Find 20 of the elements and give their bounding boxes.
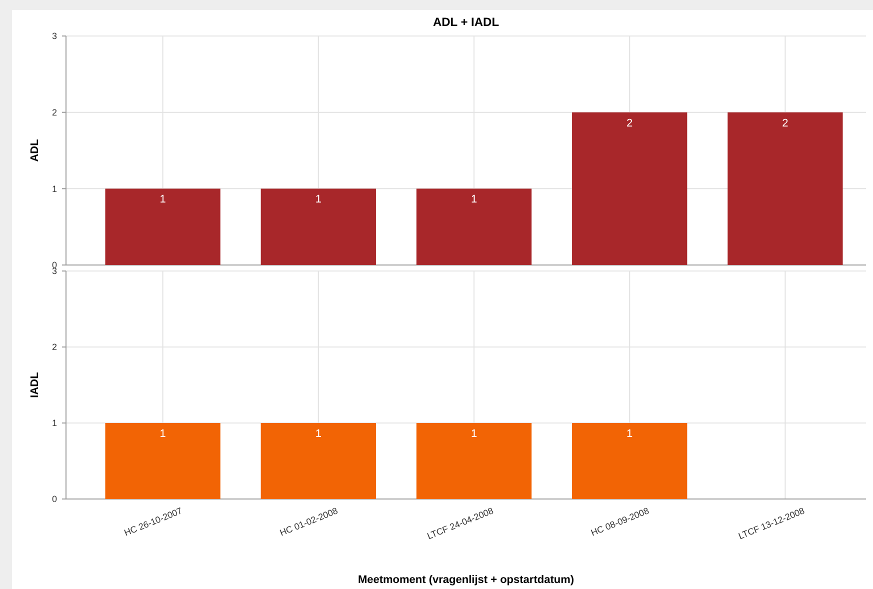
data-label: 1	[470, 194, 478, 206]
y-tick-label: 2	[52, 342, 57, 352]
data-label: 1	[626, 428, 633, 440]
y-tick-label: 1	[52, 418, 57, 428]
data-label: 1	[160, 194, 166, 206]
data-label: 2	[782, 117, 788, 130]
y-axis-title: IADL	[29, 372, 41, 398]
y-tick-label: 1	[52, 184, 57, 194]
y-tick-label: 0	[52, 494, 57, 504]
x-axis-title: Meetmoment (vragenlijst + opstartdatum)	[358, 574, 574, 586]
y-tick-label: 3	[52, 31, 57, 42]
data-label: 1	[160, 428, 166, 440]
data-label: 1	[315, 194, 322, 206]
data-label: 1	[470, 428, 478, 440]
y-tick-label: 2	[52, 107, 57, 118]
data-label: 2	[626, 117, 633, 130]
chart-title: ADL + IADL	[432, 15, 500, 29]
y-axis-title: ADL	[29, 138, 41, 162]
data-label: 1	[315, 428, 322, 440]
y-tick-label: 3	[52, 266, 57, 276]
